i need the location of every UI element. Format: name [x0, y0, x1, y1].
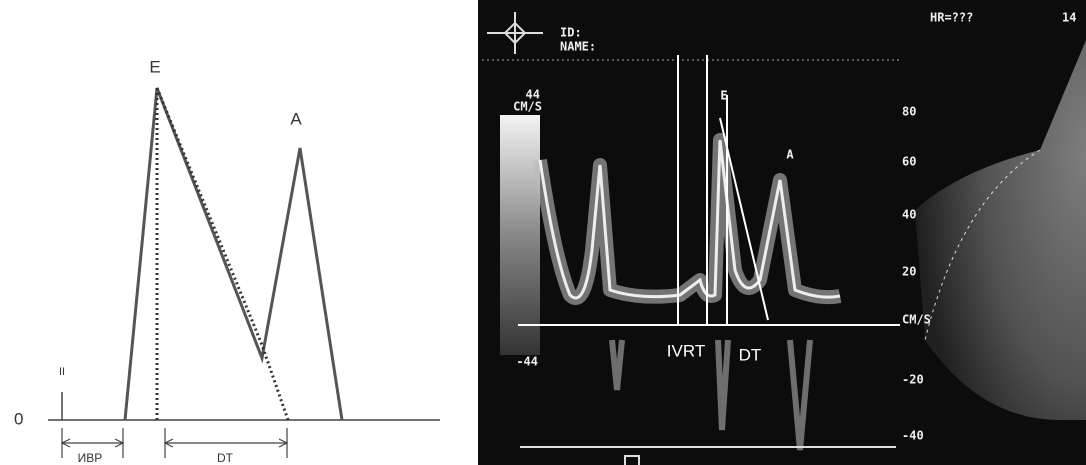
doppler-trace — [538, 139, 841, 300]
cursor-box — [624, 455, 640, 465]
decel-dotted — [155, 87, 290, 421]
measure-lines — [677, 55, 769, 325]
velocity-tick-label: 40 — [902, 208, 916, 222]
dt-label: DT — [217, 451, 234, 465]
fan-border — [924, 149, 1041, 341]
peak-e-label: E — [149, 57, 160, 76]
reverse-flow — [609, 339, 813, 451]
doppler-image: ID: NAME: HR=??? 14 44 CM/S -44 E A IVRT… — [478, 0, 1086, 465]
scale-unit: CM/S — [513, 100, 542, 114]
velocity-tick-label: 80 — [902, 105, 916, 119]
flow-curve — [123, 87, 344, 421]
velocity-tick-label: 20 — [902, 265, 916, 279]
doppler-a-label: A — [786, 148, 794, 162]
name-label: NAME: — [560, 40, 596, 54]
brackets — [60, 428, 289, 458]
schematic: E A II 0 ИВР DT — [14, 57, 440, 465]
scale-min: -44 — [516, 355, 538, 369]
doppler-e-label: E — [720, 89, 727, 103]
velocity-tick-label: 60 — [902, 155, 916, 169]
marker-label: II — [59, 366, 65, 378]
velocity-tick-label: -40 — [902, 429, 924, 443]
ivrt-label: IVRT — [667, 341, 705, 360]
id-label: ID: — [560, 26, 582, 40]
velocity-tick-label: -20 — [902, 373, 924, 387]
velocity-scale: 80 60 40 20 CM/S -20 -40 — [902, 105, 931, 443]
compass-icon — [487, 12, 543, 54]
zero-label: 0 — [14, 409, 23, 428]
velocity-tick-label: CM/S — [902, 313, 931, 327]
frame-label: 14 — [1062, 11, 1076, 25]
echo-fan — [915, 40, 1086, 420]
peak-a-label: A — [290, 109, 302, 128]
scale-max: 44 — [526, 88, 540, 102]
gray-scale-bar — [500, 115, 540, 355]
dt-label: DT — [739, 345, 762, 364]
ivrt-label: ИВР — [78, 451, 103, 465]
hr-label: HR=??? — [930, 11, 973, 25]
